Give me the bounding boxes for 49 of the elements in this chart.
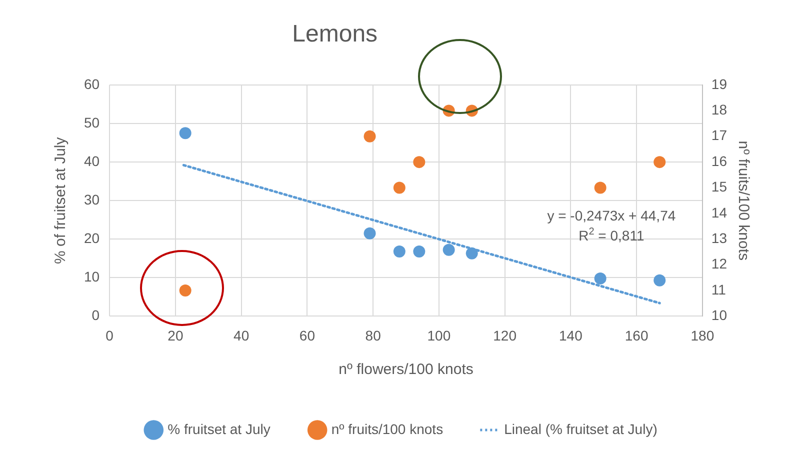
y-tick-label: 40: [84, 152, 100, 169]
y2-tick-label: 18: [711, 102, 728, 118]
x-tick-label: 100: [427, 327, 451, 344]
legend-label: nº fruits/100 knots: [331, 420, 444, 437]
point: [466, 247, 478, 260]
y-tick-label: 20: [84, 230, 100, 246]
point: [393, 182, 406, 194]
point: [413, 245, 426, 258]
point: [179, 127, 192, 140]
chart-title: Lemons: [292, 20, 378, 48]
point: [594, 182, 606, 194]
x-tick-label: 40: [234, 327, 250, 344]
y2-tick-label: 19: [711, 76, 728, 92]
y2-tick-label: 15: [711, 178, 728, 195]
legend-label: % fruitset at July: [168, 420, 270, 437]
x-tick-label: 160: [624, 327, 648, 344]
point: [413, 156, 426, 168]
point: [179, 284, 192, 297]
y2-tick-label: 17: [711, 127, 728, 144]
x-tick-label: 20: [168, 327, 184, 344]
y2-tick-label: 11: [711, 281, 726, 298]
x-tick-label: 120: [493, 327, 517, 344]
y2-tick-label: 13: [711, 230, 728, 246]
point: [594, 272, 606, 284]
point: [442, 244, 455, 256]
y-tick-label: 60: [84, 76, 100, 92]
point: [654, 274, 666, 286]
x-tick-label: 140: [559, 327, 583, 344]
x-tick-label: 0: [106, 327, 114, 344]
annotation: y = -0,2473x + 44,74: [547, 208, 676, 224]
point: [364, 130, 376, 142]
point: [364, 227, 376, 240]
y-tick-label: 10: [84, 268, 100, 285]
x-tick-label: 180: [690, 327, 714, 344]
y2-tick-label: 14: [711, 204, 728, 220]
y-axis-title: % of fruitset at July: [52, 136, 70, 264]
y2-tick-label: 10: [711, 307, 728, 324]
x-tick-label: 80: [365, 327, 382, 344]
y-tick-label: 50: [84, 114, 100, 130]
y2-axis-title: nº fruits/100 knots: [734, 140, 752, 260]
y-tick-label: 0: [92, 307, 100, 324]
y-tick-label: 30: [84, 191, 100, 208]
point: [393, 245, 406, 258]
y2-tick-label: 12: [711, 256, 728, 272]
legend-label: Lineal (% fruitset at July): [504, 420, 658, 437]
point: [654, 156, 666, 168]
y2-tick-label: 16: [711, 152, 728, 169]
x-tick-label: 60: [299, 327, 316, 344]
x-axis-title: nº flowers/100 knots: [338, 361, 474, 378]
